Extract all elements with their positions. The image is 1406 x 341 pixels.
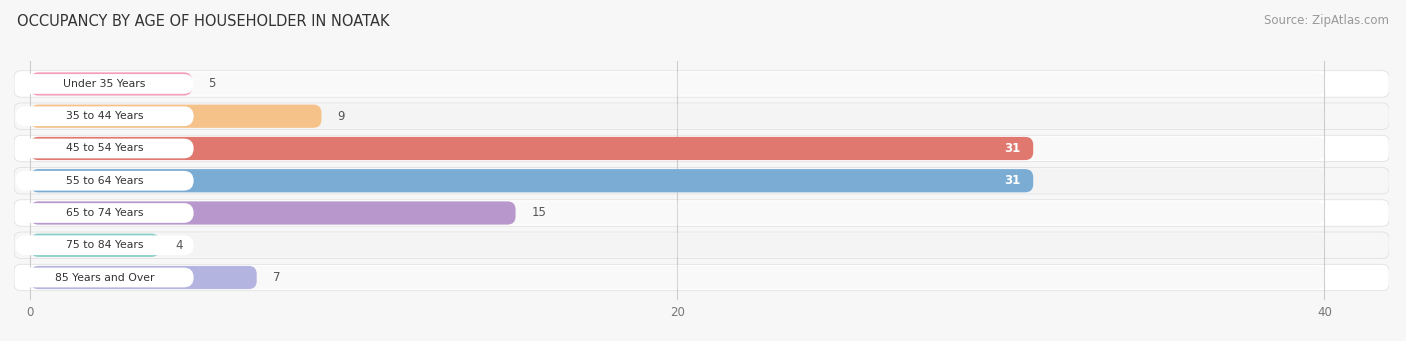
FancyBboxPatch shape [31, 137, 1324, 160]
Text: 75 to 84 Years: 75 to 84 Years [66, 240, 143, 250]
FancyBboxPatch shape [15, 106, 194, 126]
Text: 55 to 64 Years: 55 to 64 Years [66, 176, 143, 186]
Text: 31: 31 [1004, 174, 1021, 187]
FancyBboxPatch shape [15, 74, 194, 94]
Text: OCCUPANCY BY AGE OF HOUSEHOLDER IN NOATAK: OCCUPANCY BY AGE OF HOUSEHOLDER IN NOATA… [17, 14, 389, 29]
Text: Under 35 Years: Under 35 Years [63, 79, 146, 89]
FancyBboxPatch shape [31, 72, 193, 95]
Text: 4: 4 [176, 239, 183, 252]
FancyBboxPatch shape [15, 171, 194, 191]
Text: 31: 31 [1004, 142, 1021, 155]
FancyBboxPatch shape [14, 135, 1389, 162]
FancyBboxPatch shape [31, 234, 1324, 257]
Text: 15: 15 [531, 207, 547, 220]
FancyBboxPatch shape [31, 202, 516, 225]
FancyBboxPatch shape [15, 235, 194, 255]
FancyBboxPatch shape [14, 71, 1389, 97]
Text: 7: 7 [273, 271, 280, 284]
FancyBboxPatch shape [31, 105, 322, 128]
FancyBboxPatch shape [15, 138, 194, 158]
FancyBboxPatch shape [14, 264, 1389, 291]
FancyBboxPatch shape [15, 268, 194, 287]
FancyBboxPatch shape [31, 266, 257, 289]
FancyBboxPatch shape [31, 234, 160, 257]
FancyBboxPatch shape [31, 72, 1324, 95]
Text: 85 Years and Over: 85 Years and Over [55, 272, 155, 282]
Text: Source: ZipAtlas.com: Source: ZipAtlas.com [1264, 14, 1389, 27]
Text: 45 to 54 Years: 45 to 54 Years [66, 144, 143, 153]
Text: 65 to 74 Years: 65 to 74 Years [66, 208, 143, 218]
FancyBboxPatch shape [31, 137, 1033, 160]
Text: 9: 9 [337, 110, 344, 123]
FancyBboxPatch shape [14, 167, 1389, 194]
FancyBboxPatch shape [15, 203, 194, 223]
FancyBboxPatch shape [31, 105, 1324, 128]
Text: 35 to 44 Years: 35 to 44 Years [66, 111, 143, 121]
FancyBboxPatch shape [31, 169, 1324, 192]
FancyBboxPatch shape [31, 202, 1324, 225]
Text: 5: 5 [208, 77, 215, 90]
FancyBboxPatch shape [31, 169, 1033, 192]
FancyBboxPatch shape [14, 232, 1389, 258]
FancyBboxPatch shape [31, 266, 1324, 289]
FancyBboxPatch shape [14, 103, 1389, 130]
FancyBboxPatch shape [14, 200, 1389, 226]
